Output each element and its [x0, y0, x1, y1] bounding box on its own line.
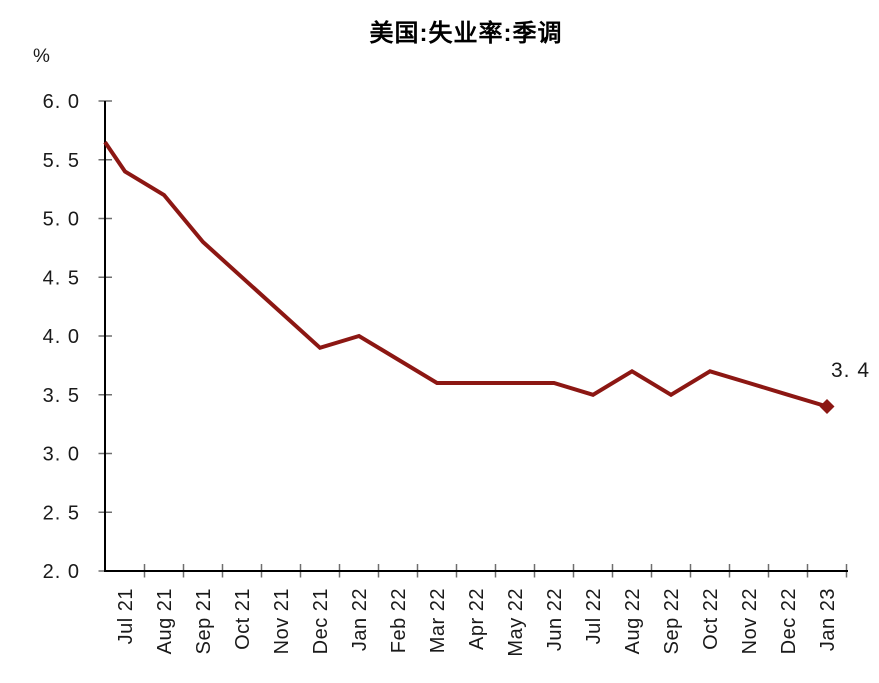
x-tick-label: Dec 21: [310, 588, 332, 654]
y-tick-label: 2. 0: [43, 561, 80, 583]
y-tick-label: 3. 5: [43, 385, 80, 407]
chart-title: 美国:失业率:季调: [369, 20, 563, 47]
x-tick-label: Mar 22: [427, 588, 449, 653]
x-tick-label: Aug 21: [154, 588, 176, 654]
x-tick-label: Dec 22: [778, 588, 800, 654]
x-tick-label: Feb 22: [388, 588, 410, 653]
x-tick-label: Aug 22: [622, 588, 644, 654]
x-tick-label: Sep 22: [661, 588, 683, 654]
x-tick-label: Jan 22: [349, 588, 371, 651]
y-tick-label: 2. 5: [43, 502, 80, 524]
x-tick-label: Nov 22: [739, 588, 761, 654]
y-tick-label: 3. 0: [43, 444, 80, 466]
y-tick-label: 6. 0: [43, 91, 80, 113]
x-tick-label: Apr 22: [466, 588, 488, 650]
x-tick-label: Oct 22: [700, 588, 722, 650]
x-tick-label: May 22: [505, 588, 527, 657]
y-tick-label: 4. 5: [43, 267, 80, 289]
x-tick-label: Nov 21: [271, 588, 293, 654]
x-tick-label: Jan 23: [817, 588, 839, 651]
y-tick-label: 5. 0: [43, 209, 80, 231]
x-tick-label: Sep 21: [193, 588, 215, 654]
x-tick-label: Jul 21: [115, 588, 137, 644]
y-tick-label: 4. 0: [43, 326, 80, 348]
x-tick-label: Oct 21: [232, 588, 254, 650]
y-tick-label: 5. 5: [43, 150, 80, 172]
data-line: [103, 140, 828, 409]
x-tick-label: Jul 22: [583, 588, 605, 644]
last-point-data-label: 3. 4: [831, 359, 871, 382]
x-tick-label: Jun 22: [544, 588, 566, 651]
last-point-diamond-marker: [819, 399, 835, 414]
y-axis-unit-label: %: [33, 46, 50, 67]
